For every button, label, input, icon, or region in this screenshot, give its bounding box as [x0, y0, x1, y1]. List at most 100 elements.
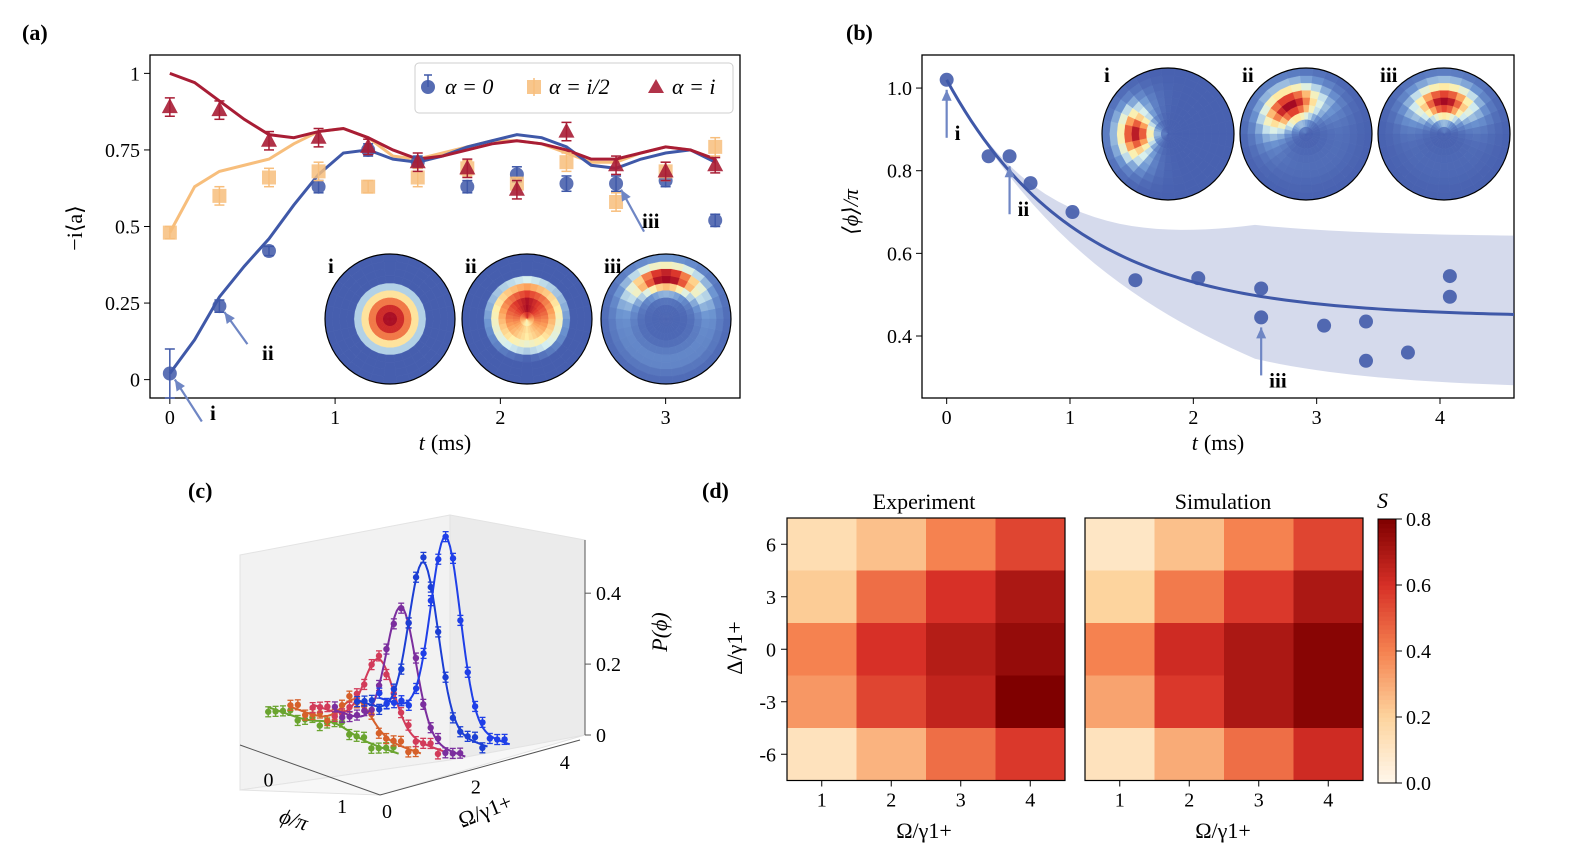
inset-cell	[432, 318, 441, 330]
colorbar-segment	[1378, 585, 1396, 590]
marker-square	[361, 179, 376, 194]
inset-b-label-i: i	[1104, 63, 1110, 87]
inset-cell	[662, 290, 670, 298]
x-tick-label: 1	[1065, 407, 1075, 429]
data-point-omega-2.5	[361, 695, 368, 707]
inset-cell	[1479, 133, 1489, 144]
heat-cell-sim	[1224, 623, 1294, 676]
marker-triangle	[260, 131, 277, 147]
x-tick-label: 3	[661, 407, 671, 429]
panel-d-xlabel-sim: Ω/γ1+	[1195, 818, 1251, 843]
heat-cell-exp	[787, 623, 857, 676]
arrow-head	[621, 189, 631, 202]
inset-cell	[1161, 184, 1175, 193]
omega-tick-label: 2	[471, 777, 481, 799]
data-point	[1191, 271, 1206, 286]
inset-cell	[418, 318, 427, 327]
inset-cell	[353, 311, 362, 320]
colorbar-segment	[1378, 532, 1396, 538]
marker	[420, 701, 427, 708]
panel-c-xlabel: ϕ/π	[276, 803, 312, 836]
inset-cell	[629, 311, 638, 320]
marker	[375, 730, 383, 737]
data-point-omega-0.5	[375, 742, 382, 754]
colorbar-segment	[1378, 712, 1396, 718]
inset-cell	[1486, 133, 1496, 145]
data-point-s1	[559, 152, 574, 173]
marker	[353, 690, 361, 697]
inset-cell	[569, 318, 578, 330]
panel-c: 0 1 0 2 4 0 0.2 0.4 ϕ/π Ω/γ1+ P(ϕ)	[239, 514, 672, 836]
marker	[368, 661, 375, 668]
inset-cell	[562, 318, 571, 329]
data-point-omega-3	[427, 594, 435, 607]
marker	[456, 749, 464, 757]
x-tick-label: 4	[1323, 790, 1333, 812]
x-tick-label: 3	[1312, 407, 1322, 429]
data-point-omega-3	[420, 647, 427, 660]
data-point-omega-1.5	[419, 737, 427, 749]
marker	[471, 703, 479, 710]
marker	[427, 597, 435, 604]
marker-circle	[460, 179, 475, 194]
heat-cell-sim	[1154, 623, 1225, 676]
inset-cell	[521, 361, 533, 370]
inset-cell	[1261, 124, 1271, 135]
heat-cell-exp	[995, 570, 1066, 624]
data-point-omega-3	[412, 682, 420, 695]
colorbar-segment	[1378, 695, 1396, 700]
colorbar-segment	[1378, 620, 1396, 626]
data-point-omega-3	[398, 695, 405, 707]
marker	[346, 731, 353, 738]
panel-c-phi-axis	[239, 744, 381, 796]
fit-line	[945, 79, 1515, 316]
inset-cell	[339, 318, 348, 330]
inset-cell	[1203, 133, 1213, 144]
data-point-s2	[657, 161, 674, 182]
inset-cell	[1131, 126, 1140, 135]
arrow-label-ii: ii	[262, 341, 274, 365]
heat-cell-sim	[1293, 570, 1364, 624]
data-point-omega-1.5	[375, 650, 383, 662]
inset-cell	[521, 268, 533, 277]
inset-cell	[1439, 162, 1449, 171]
panel-b-ylabel: ⟨ϕ⟩/π	[838, 188, 863, 235]
p-tick-label: 0	[596, 725, 606, 747]
data-point-omega-0.5	[346, 728, 353, 741]
data-point-omega-2	[449, 747, 456, 760]
data-point-omega-1.5	[427, 737, 434, 750]
marker	[353, 711, 361, 719]
y-tick-label: 0.25	[105, 293, 140, 315]
data-point-s1	[708, 136, 723, 157]
data-point-omega-0.5	[353, 730, 360, 742]
inset-a-label-iii: iii	[604, 254, 622, 278]
data-point-omega-3	[457, 614, 464, 627]
data-point-s2	[409, 152, 426, 173]
colorbar-segment	[1378, 756, 1396, 762]
heat-frame-sim	[1084, 517, 1364, 782]
inset-cell	[1163, 97, 1173, 106]
data-point-omega-2.5	[376, 703, 383, 716]
inset-cell	[1438, 82, 1450, 91]
arrow-iii	[620, 189, 646, 233]
inset-cell	[661, 275, 671, 284]
panel-a-legend: α = 0 α = i/2 α = i	[414, 62, 734, 114]
colorbar-segment	[1378, 673, 1396, 678]
inset-cell	[662, 347, 670, 356]
data-point-omega-2	[398, 602, 405, 614]
data-point	[1359, 314, 1373, 329]
inset-border	[1101, 67, 1235, 201]
marker-circle	[261, 244, 276, 258]
inset-cell	[1162, 177, 1174, 186]
marker	[397, 738, 405, 745]
colorbar-segment	[1378, 769, 1396, 775]
marker	[442, 749, 449, 757]
colorbar-segment	[1378, 554, 1396, 560]
panel-a-xlabel: t (ms)	[419, 430, 471, 455]
arrow-label-ii: ii	[1018, 197, 1030, 221]
y-tick-label: 0.6	[887, 243, 912, 265]
inset-cell	[490, 311, 499, 320]
colorbar-segment	[1378, 633, 1396, 639]
heat-cell-exp	[856, 570, 927, 624]
data-point-omega-2	[427, 722, 434, 734]
